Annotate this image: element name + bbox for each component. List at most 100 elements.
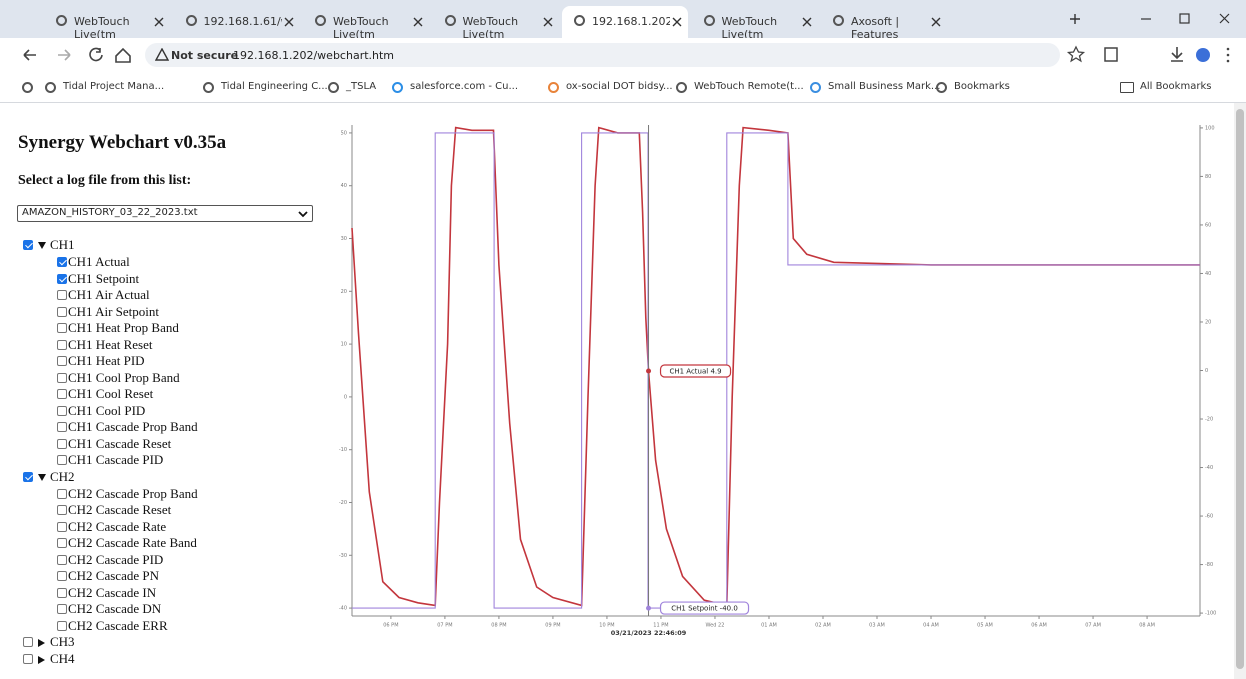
y2-tick-label: 20 <box>1205 319 1211 325</box>
item-checkbox[interactable] <box>57 521 67 532</box>
close-glyph <box>802 17 811 27</box>
item-checkbox[interactable] <box>57 438 67 449</box>
item-checkbox[interactable] <box>57 620 67 631</box>
bookmark[interactable]: Small Business Mark... <box>828 81 941 92</box>
group-checkbox[interactable] <box>23 240 33 250</box>
tab[interactable]: WebTouch Live(tm <box>433 6 559 41</box>
maximize <box>1179 13 1190 24</box>
bookmark[interactable]: WebTouch Remote(t... <box>694 81 804 92</box>
file-select[interactable]: AMAZON_HISTORY_03_22_2023.txt <box>17 205 313 222</box>
tab-bar: WebTouch Live(tm 192.168.1.61/webc WebTouc… <box>0 0 1246 41</box>
bookmark[interactable]: _TSLA <box>346 81 377 92</box>
item-label: CH1 Heat Prop Band <box>68 320 179 335</box>
item-label: CH1 Actual <box>68 254 130 269</box>
item-checkbox[interactable] <box>57 290 67 300</box>
item-checkbox[interactable] <box>57 389 67 399</box>
item-checkbox[interactable] <box>57 554 67 565</box>
item-checkbox[interactable] <box>57 571 67 581</box>
tab-close <box>284 17 293 27</box>
group-checkbox[interactable] <box>23 637 33 647</box>
item-checkbox[interactable] <box>57 538 67 548</box>
x-tick-label: 06 AM <box>1031 623 1047 629</box>
tab-icon <box>703 15 715 26</box>
item-checkbox[interactable] <box>57 488 67 499</box>
close-glyph <box>413 17 423 27</box>
selected-file: AMAZON_HISTORY_03_22_2023.txt <box>22 207 198 218</box>
tab-icon <box>574 15 585 26</box>
y-tick-label: 30 <box>341 236 347 242</box>
close-glyph <box>931 17 941 27</box>
close-glyph <box>154 17 164 27</box>
item-checkbox[interactable] <box>57 339 67 350</box>
item-label: CH2 Cascade IN <box>68 584 157 600</box>
bookmark-icon <box>203 82 214 93</box>
item-checkbox[interactable] <box>57 306 67 317</box>
bookmark-icon <box>810 82 821 93</box>
item-label: CH1 Air Setpoint <box>68 303 160 319</box>
tab[interactable]: WebTouch Live(tm <box>692 6 818 41</box>
tab[interactable]: WebTouch Live(tm <box>303 6 429 41</box>
item-checkbox[interactable] <box>57 257 67 267</box>
item-checkbox[interactable] <box>57 405 67 416</box>
tab[interactable]: Axosoft | Features <box>821 6 947 41</box>
item-label: CH1 Cascade Reset <box>68 435 172 451</box>
group-checkbox[interactable] <box>23 471 33 482</box>
bookmark[interactable]: ox-social DOT bidsy... <box>566 81 673 92</box>
group-checkbox[interactable] <box>23 654 33 664</box>
bookmark[interactable]: Tidal Project Mana... <box>63 81 165 92</box>
omnibox[interactable] <box>145 43 1060 67</box>
tab-title: 192.168.1.202/wel <box>592 15 670 28</box>
bookmark-icon <box>45 82 56 93</box>
tab[interactable]: WebTouch Live(tm <box>44 6 170 41</box>
item-checkbox[interactable] <box>57 505 67 515</box>
group-label: CH4 <box>50 651 75 666</box>
item-checkbox[interactable] <box>57 356 67 366</box>
y2-tick-label: -60 <box>1205 514 1213 520</box>
hover-dot <box>646 368 652 374</box>
item-checkbox[interactable] <box>57 323 67 333</box>
item-label: CH1 Heat Reset <box>68 336 153 352</box>
tab-close <box>931 17 941 27</box>
bookmarks-bar: Tidal Project Mana... Tidal Engineering C… <box>0 72 1246 103</box>
y-tick-label: 0 <box>344 394 347 400</box>
toolbar-icons[interactable] <box>1060 38 1240 72</box>
bookmark[interactable]: salesforce.com - Cu... <box>410 81 519 92</box>
expander[interactable] <box>38 242 46 249</box>
y-tick-label: -20 <box>339 500 347 506</box>
page-title: Synergy Webchart v0.35a <box>18 132 227 153</box>
x-tick-label: 05 AM <box>977 623 993 629</box>
item-label: CH2 Cascade Prop Band <box>68 485 198 501</box>
security-label: Not secure <box>171 49 239 62</box>
tab-close <box>413 17 423 27</box>
scrollbar[interactable] <box>1234 103 1246 679</box>
crosshair-time: 03/21/2023 22:46:09 <box>611 629 687 637</box>
item-checkbox[interactable] <box>57 455 67 465</box>
expander[interactable] <box>38 639 45 647</box>
item-label: CH1 Cascade PID <box>68 452 164 467</box>
item-checkbox[interactable] <box>57 422 67 432</box>
item-checkbox[interactable] <box>57 587 67 598</box>
item-label: CH1 Cool Prop Band <box>68 369 180 385</box>
tab-title: WebTouch Live(tm <box>462 15 519 41</box>
tab[interactable]: 192.168.1.61/webc <box>174 6 300 38</box>
nav-buttons[interactable] <box>0 38 140 72</box>
scroll-thumb[interactable] <box>1236 109 1244 669</box>
bookmark[interactable]: Bookmarks <box>954 81 1010 92</box>
dropdown-arrow <box>298 211 308 218</box>
item-label: CH2 Cascade Rate Band <box>68 535 197 550</box>
address-bar: Not secure 192.168.1.202/webchart.htm <box>0 38 1246 72</box>
item-checkbox[interactable] <box>57 273 67 284</box>
all-bookmarks[interactable]: All Bookmarks <box>1140 81 1212 92</box>
y-tick-label: -10 <box>339 447 347 453</box>
expander[interactable] <box>38 473 46 481</box>
y-tick-label: -40 <box>339 606 347 612</box>
item-checkbox[interactable] <box>57 604 67 614</box>
tab[interactable]: 192.168.1.202/wel <box>562 6 688 38</box>
bookmark[interactable]: Tidal Engineering C... <box>221 81 328 92</box>
item-checkbox[interactable] <box>57 372 67 383</box>
item-label: CH2 Cascade Reset <box>68 502 172 517</box>
expander[interactable] <box>38 656 45 664</box>
x-tick-label: 08 AM <box>1139 623 1155 629</box>
tab-icon <box>833 15 844 26</box>
item-label: CH2 Cascade PID <box>68 551 164 567</box>
